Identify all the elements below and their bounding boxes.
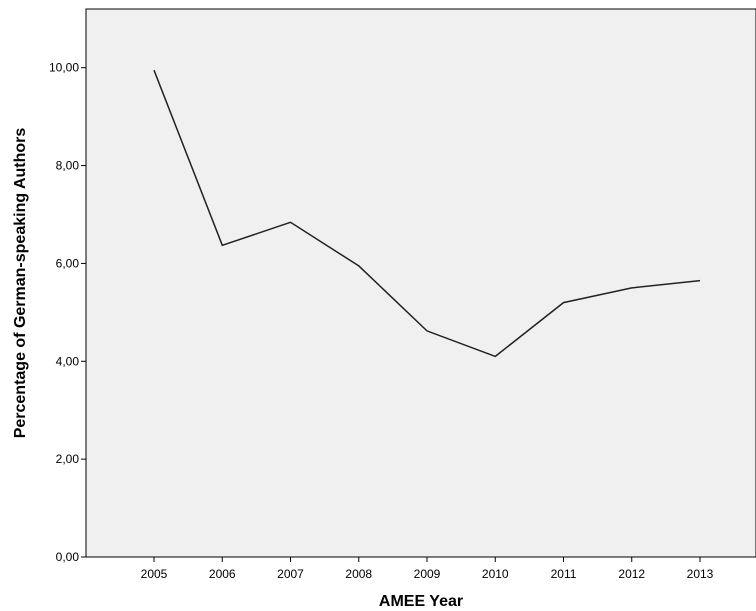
y-tick-label: 10,00 [49,61,79,75]
x-tick-label: 2011 [551,567,577,581]
y-tick-label: 2,00 [56,452,80,466]
y-tick-label: 4,00 [56,354,80,368]
x-axis-title: AMEE Year [379,593,463,610]
series-line [153,69,701,358]
y-tick-label: 6,00 [56,256,80,270]
y-tick-label: 0,00 [56,550,80,564]
x-tick-label: 2007 [277,567,304,581]
x-axis: 2005 2006 2007 2008 2009 2010 2011 2012 2013 [141,557,714,581]
series-layer [153,69,701,358]
x-tick-label: 2008 [345,567,372,581]
x-tick-label: 2005 [141,567,168,581]
x-tick-label: 2013 [687,567,714,581]
x-tick-label: 2006 [209,567,236,581]
plot-area [85,8,756,558]
x-tick-label: 2009 [414,567,441,581]
x-tick-label: 2012 [618,567,645,581]
x-tick-label: 2010 [482,567,509,581]
y-axis: 0,00 2,00 4,00 6,00 8,00 10,00 [49,61,86,564]
y-tick-label: 8,00 [56,159,80,173]
y-axis-title: Percentage of German-speaking Authors [12,128,29,439]
